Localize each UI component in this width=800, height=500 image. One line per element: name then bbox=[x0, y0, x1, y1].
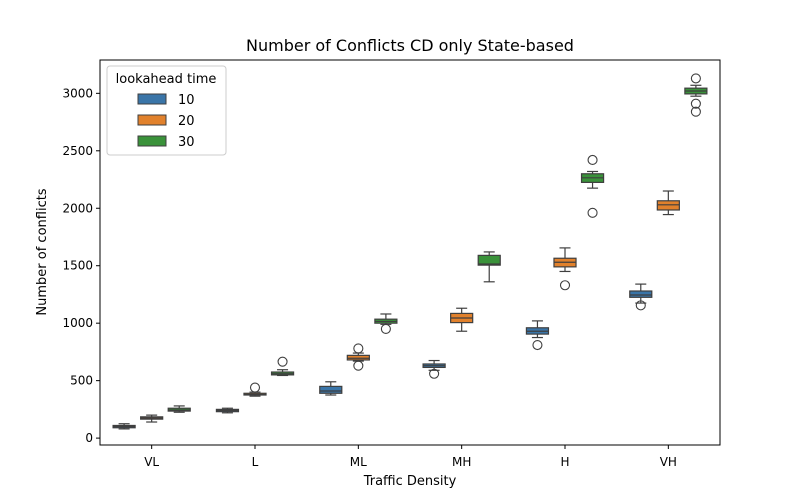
y-tick-label: 3000 bbox=[62, 86, 93, 100]
legend-swatch bbox=[137, 135, 167, 147]
box-VH-30 bbox=[684, 73, 708, 117]
x-tick-label: MH bbox=[452, 455, 471, 469]
outlier-point bbox=[690, 73, 701, 84]
y-tick-label: 0 bbox=[85, 431, 93, 445]
plot-area bbox=[112, 73, 708, 430]
legend-swatch bbox=[137, 93, 167, 105]
outlier-point bbox=[249, 382, 261, 393]
x-tick-label: VH bbox=[660, 455, 677, 469]
outlier-point bbox=[690, 98, 701, 109]
x-axis-label: Traffic Density bbox=[363, 474, 457, 489]
box-body bbox=[629, 290, 653, 298]
outlier-point bbox=[429, 368, 440, 379]
legend-label: 30 bbox=[178, 135, 195, 150]
box-VL-10 bbox=[112, 423, 136, 430]
box-MH-20 bbox=[450, 307, 474, 332]
outlier-point bbox=[380, 323, 391, 334]
y-tick-label: 1000 bbox=[62, 316, 93, 330]
legend-title: lookahead time bbox=[116, 72, 217, 87]
y-axis: 0 500 1000 1500 2000 2500 3000 bbox=[62, 86, 100, 445]
outlier-point bbox=[353, 343, 364, 354]
x-tick-label: ML bbox=[350, 455, 367, 469]
outlier-point bbox=[353, 360, 364, 371]
box-VL-30 bbox=[167, 405, 191, 413]
box-VL-20 bbox=[140, 414, 164, 423]
box-L-30 bbox=[270, 356, 295, 377]
outlier-point bbox=[559, 280, 571, 291]
box-H-20 bbox=[553, 247, 577, 291]
box-ML-20 bbox=[346, 343, 370, 371]
legend-label: 20 bbox=[178, 114, 195, 129]
x-axis: VL L ML MH H VH bbox=[144, 445, 677, 469]
y-axis-label: Number of conflicts bbox=[35, 188, 50, 315]
plot-frame bbox=[99, 59, 721, 446]
y-tick-label: 500 bbox=[70, 374, 93, 388]
y-tick-label: 1500 bbox=[62, 259, 93, 273]
x-tick-label: VL bbox=[144, 455, 159, 469]
box-MH-30 bbox=[477, 251, 501, 283]
box-H-10 bbox=[525, 320, 550, 351]
outlier-point bbox=[587, 207, 598, 218]
y-tick-label: 2500 bbox=[62, 144, 93, 158]
legend-label: 10 bbox=[178, 93, 195, 108]
box-body bbox=[319, 385, 343, 394]
chart-title: Number of Conflicts CD only State-based bbox=[246, 36, 574, 55]
box-ML-30 bbox=[374, 313, 398, 334]
box-L-10 bbox=[215, 407, 240, 414]
box-VH-20 bbox=[656, 190, 680, 216]
legend-frame bbox=[106, 65, 227, 156]
box-body bbox=[477, 254, 501, 266]
box-ML-10 bbox=[319, 381, 343, 396]
y-tick-label: 2000 bbox=[62, 201, 93, 215]
box-VH-10 bbox=[629, 283, 653, 311]
x-tick-label: L bbox=[252, 455, 259, 469]
x-tick-label: H bbox=[560, 455, 569, 469]
box-L-20 bbox=[243, 382, 267, 397]
outlier-point bbox=[587, 154, 598, 166]
outlier-point bbox=[690, 106, 701, 117]
legend: lookahead time 10 20 30 bbox=[106, 65, 227, 156]
box-MH-10 bbox=[422, 359, 446, 379]
outlier-point bbox=[635, 300, 646, 311]
box-H-30 bbox=[580, 154, 605, 218]
outlier-point bbox=[532, 339, 543, 351]
legend-swatch bbox=[137, 114, 167, 126]
outlier-point bbox=[277, 356, 288, 367]
